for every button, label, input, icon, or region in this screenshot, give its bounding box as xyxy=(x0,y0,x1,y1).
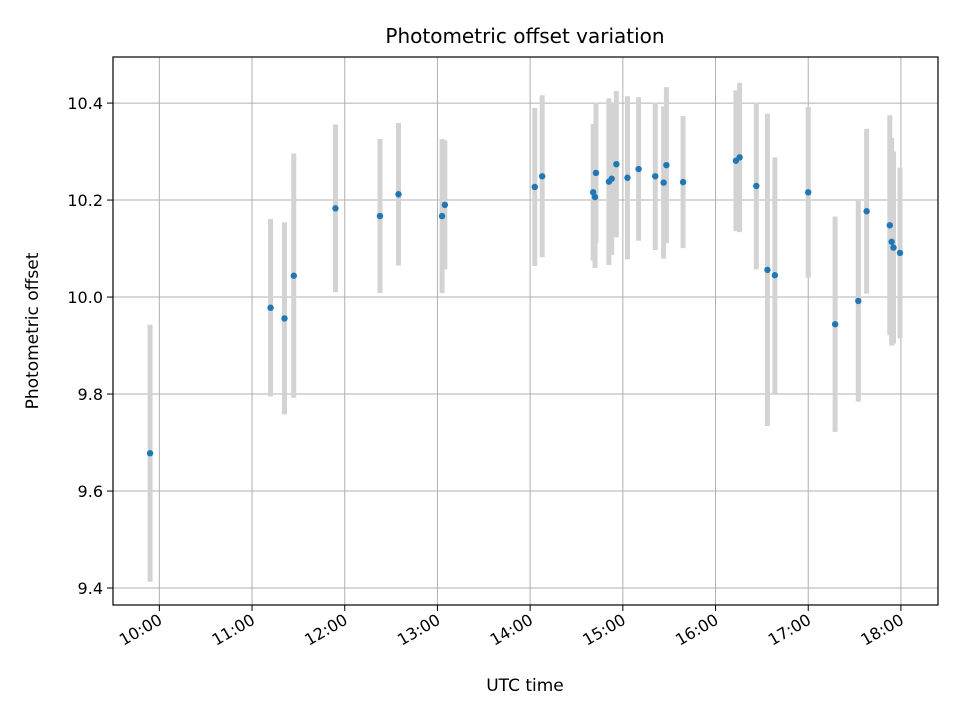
data-point xyxy=(267,304,274,311)
data-point xyxy=(831,321,839,328)
data-point xyxy=(771,272,779,279)
data-point xyxy=(888,238,895,245)
data-point xyxy=(855,297,862,305)
data-point xyxy=(886,222,893,229)
data-point xyxy=(608,175,615,182)
data-point xyxy=(592,169,600,177)
data-point xyxy=(663,161,670,169)
chart-title: Photometric offset variation xyxy=(385,24,664,48)
data-point xyxy=(764,266,771,274)
data-point xyxy=(146,450,154,457)
y-tick-label: 9.6 xyxy=(78,482,103,501)
data-point xyxy=(635,165,642,173)
data-point xyxy=(538,173,546,180)
grid-layer xyxy=(113,57,938,605)
plot-frame xyxy=(112,56,939,606)
y-tick-label: 10.0 xyxy=(67,288,103,307)
data-point xyxy=(890,244,897,251)
data-point xyxy=(896,249,904,257)
data-point xyxy=(531,183,538,191)
data-point xyxy=(736,154,743,161)
data-point xyxy=(332,205,339,212)
data-point xyxy=(679,178,687,186)
data-point xyxy=(438,212,446,220)
data-point xyxy=(395,191,402,198)
data-point xyxy=(660,179,667,186)
y-axis-label: Photometric offset xyxy=(23,252,43,409)
y-tick-label: 10.2 xyxy=(67,191,103,210)
data-point xyxy=(376,212,384,220)
y-tick-label: 10.4 xyxy=(67,94,103,113)
y-tick-label: 9.4 xyxy=(78,579,103,598)
data-point xyxy=(652,173,659,180)
data-point xyxy=(290,272,297,279)
data-point xyxy=(591,193,599,201)
data-point xyxy=(805,189,812,196)
data-point xyxy=(624,174,631,181)
data-point xyxy=(753,182,760,190)
y-tick-label: 9.8 xyxy=(78,385,103,404)
data-point xyxy=(613,160,620,168)
data-point xyxy=(281,315,288,322)
data-point xyxy=(441,201,449,209)
data-point xyxy=(863,208,870,215)
point-layer xyxy=(146,154,904,457)
x-axis-label: UTC time xyxy=(486,676,564,696)
data-point xyxy=(589,189,597,196)
